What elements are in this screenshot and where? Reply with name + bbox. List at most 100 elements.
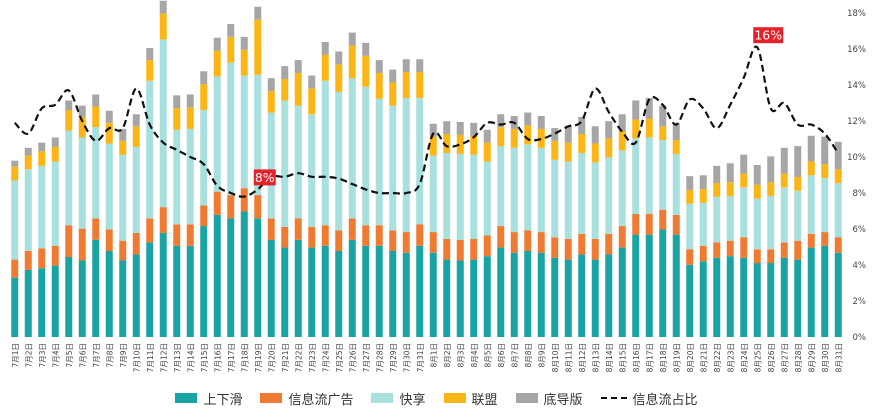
- x-tick-label: 7月16日: [213, 343, 222, 372]
- bar-segment-2: [456, 153, 464, 240]
- x-tick-label: 8月27日: [780, 343, 789, 372]
- bar-segment-1: [618, 226, 626, 248]
- bar-segment-0: [483, 256, 491, 337]
- bar-segment-1: [591, 238, 599, 260]
- bar-segment-2: [794, 190, 802, 241]
- bar-segment-1: [605, 233, 613, 255]
- bar-segment-2: [335, 91, 343, 231]
- bar-segment-1: [834, 237, 842, 253]
- x-tick-label: 7月20日: [267, 343, 276, 372]
- bar-segment-1: [483, 235, 491, 257]
- bar-segment-0: [186, 245, 194, 337]
- x-tick-label: 7月27日: [362, 343, 371, 372]
- bar-segment-4: [416, 59, 424, 73]
- bar-segment-0: [672, 234, 680, 337]
- legend-swatch: [515, 393, 538, 403]
- bar-segment-4: [753, 165, 761, 185]
- bar-segment-0: [645, 234, 653, 337]
- legend-item-bottom-nav: 底导版: [515, 389, 583, 408]
- bar-segment-2: [308, 114, 316, 227]
- bar-segment-0: [294, 239, 302, 337]
- bar-segment-0: [497, 247, 505, 337]
- bar-segment-1: [308, 226, 316, 248]
- legend-item-slide: 上下滑: [175, 389, 242, 408]
- bar-segment-4: [470, 122, 478, 136]
- bar-segment-2: [11, 180, 19, 260]
- legend-swatch: [371, 393, 394, 403]
- bar-segment-4: [105, 110, 113, 123]
- bar-segment-1: [564, 238, 572, 260]
- y2-tick-label: 8%: [853, 189, 867, 199]
- bar-segment-1: [267, 218, 275, 240]
- x-tick-label: 8月16日: [632, 343, 641, 372]
- legend-dash-swatch: [600, 397, 627, 399]
- bar-segment-2: [753, 198, 761, 250]
- bar-segment-4: [699, 175, 707, 190]
- bar-segment-3: [821, 164, 829, 178]
- x-tick-label: 8月19日: [672, 343, 681, 372]
- legend-swatch: [260, 393, 283, 403]
- bar-segment-4: [497, 114, 505, 128]
- bar-segment-2: [119, 154, 127, 241]
- bar-segment-1: [429, 232, 437, 253]
- bar-segment-0: [794, 259, 802, 337]
- bar-segment-2: [402, 97, 410, 233]
- bar-segment-1: [254, 195, 262, 219]
- bar-segment-4: [807, 135, 815, 162]
- bar-segment-4: [254, 6, 262, 20]
- x-tick-label: 7月22日: [294, 343, 303, 372]
- bar-segment-4: [429, 123, 437, 137]
- x-tick-label: 7月8日: [105, 343, 114, 368]
- x-axis-labels: 7月1日 7月2日 7月3日 7月4日 7月5日 7月6日 7月7日 7月8日 7月9日 7月10…: [11, 343, 844, 372]
- legend-item-share-line: 信息流占比: [600, 389, 698, 408]
- bar-segment-3: [524, 125, 532, 145]
- bar-segment-4: [794, 146, 802, 178]
- bar-segment-0: [389, 251, 397, 337]
- bar-segment-3: [294, 72, 302, 106]
- bar-segment-4: [821, 136, 829, 165]
- legend-label: 快享: [399, 392, 426, 408]
- legend-item-kuaixiang: 快享: [371, 389, 426, 408]
- x-tick-label: 7月5日: [65, 343, 74, 368]
- x-tick-label: 7月9日: [119, 343, 128, 368]
- bar-segment-2: [416, 97, 424, 225]
- bar-segment-3: [551, 140, 559, 160]
- x-tick-label: 8月26日: [767, 343, 776, 372]
- bar-segment-0: [416, 245, 424, 337]
- bar-segment-1: [11, 259, 19, 278]
- bar-segment-2: [605, 157, 613, 234]
- x-tick-label: 8月28日: [794, 343, 803, 372]
- annotation-label: 8%: [255, 170, 275, 185]
- x-tick-label: 8月3日: [456, 343, 465, 368]
- x-tick-label: 7月21日: [281, 343, 290, 372]
- bar-segment-1: [470, 238, 478, 260]
- bar-segment-0: [780, 257, 788, 337]
- bar-segment-2: [146, 80, 154, 219]
- bar-segment-3: [65, 109, 73, 131]
- bar-segment-1: [24, 251, 32, 270]
- bar-segment-2: [51, 161, 59, 246]
- x-tick-label: 7月18日: [240, 343, 249, 372]
- bar-segment-0: [753, 263, 761, 337]
- bar-segment-4: [659, 105, 667, 127]
- bar-segment-0: [92, 239, 100, 337]
- bar-segment-3: [348, 45, 356, 79]
- x-tick-label: 7月19日: [254, 343, 263, 372]
- bar-segment-0: [227, 218, 235, 337]
- bar-segment-1: [794, 240, 802, 260]
- legend-label: 底导版: [543, 392, 583, 408]
- bar-segment-0: [335, 251, 343, 337]
- x-tick-label: 7月28日: [375, 343, 384, 372]
- bar-segment-3: [686, 189, 694, 204]
- bar-segment-3: [267, 91, 275, 113]
- x-tick-label: 7月30日: [402, 343, 411, 372]
- bar-segment-4: [578, 116, 586, 135]
- bar-segment-1: [173, 224, 181, 246]
- bar-segment-0: [821, 245, 829, 337]
- x-tick-label: 8月25日: [753, 343, 762, 372]
- bar-segment-1: [105, 229, 113, 251]
- bar-segment-1: [524, 230, 532, 251]
- bar-segment-1: [240, 188, 248, 212]
- x-tick-label: 8月31日: [834, 343, 843, 372]
- bar-segment-0: [267, 239, 275, 337]
